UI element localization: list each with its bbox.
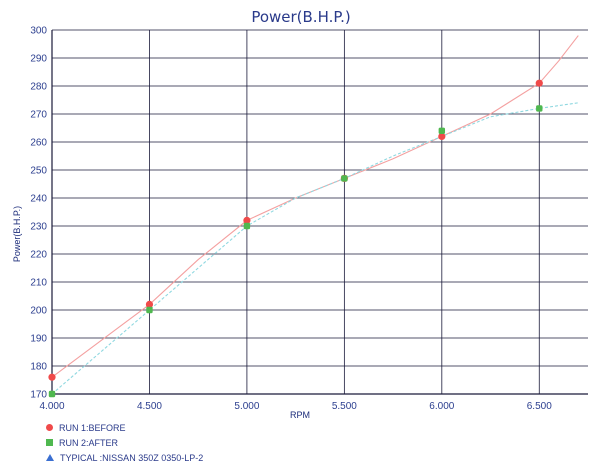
grid <box>51 29 588 395</box>
y-tick-label: 190 <box>30 334 47 345</box>
y-tick-label: 220 <box>30 250 47 261</box>
series-line-2 <box>51 102 579 395</box>
x-tick-label: 4.500 <box>137 401 162 412</box>
legend: RUN 1:BEFORE RUN 2:AFTER TYPICAL :NISSAN… <box>46 420 203 465</box>
series-line-1 <box>51 35 579 378</box>
x-axis-label: RPM <box>290 410 310 420</box>
legend-label-run2: RUN 2:AFTER <box>59 437 119 448</box>
y-tick-labels: 170 180 190 200 210 220 230 240 250 260 270 280 290 3… <box>30 26 47 401</box>
y-tick-label: 290 <box>30 54 47 65</box>
legend-circle-icon <box>46 424 53 431</box>
x-tick-label: 6.500 <box>527 401 552 412</box>
series-markers <box>48 79 543 398</box>
data-point-run2 <box>146 306 153 314</box>
legend-label-run1: RUN 1:BEFORE <box>59 422 126 433</box>
data-point-run2 <box>243 222 251 230</box>
x-tick-label: 4.000 <box>39 401 64 412</box>
y-axis-label: Power(B.H.P.) <box>12 206 22 262</box>
data-point-run1 <box>145 300 154 308</box>
y-tick-label: 260 <box>30 138 47 149</box>
legend-triangle-icon <box>46 454 54 461</box>
data-point-run2 <box>536 105 543 112</box>
y-tick-label: 200 <box>30 306 47 317</box>
data-point-run1 <box>243 216 251 224</box>
legend-item-run1: RUN 1:BEFORE <box>46 420 203 435</box>
y-tick-label: 230 <box>30 222 47 233</box>
x-tick-labels: 4.000 4.500 5.000 5.500 6.000 6.500 <box>39 401 552 412</box>
legend-label-typical: TYPICAL :NISSAN 350Z 0350-LP-2 <box>60 452 204 463</box>
series-curves <box>51 35 579 395</box>
legend-square-icon <box>46 439 53 446</box>
x-tick-label: 5.000 <box>234 401 259 412</box>
y-tick-label: 250 <box>30 166 47 177</box>
y-tick-label: 210 <box>30 278 47 289</box>
y-tick-label: 300 <box>30 26 47 37</box>
data-point-run1 <box>535 79 543 87</box>
data-point-run2 <box>438 127 446 134</box>
chart-title: Power(B.H.P.) <box>251 8 350 26</box>
x-tick-label: 5.500 <box>332 401 357 412</box>
y-tick-label: 270 <box>30 110 47 121</box>
legend-item-typical: TYPICAL :NISSAN 350Z 0350-LP-2 <box>46 450 203 465</box>
data-point-run2 <box>341 175 348 182</box>
data-point-run1 <box>438 132 446 140</box>
y-tick-label: 170 <box>30 390 47 401</box>
y-tick-label: 280 <box>30 82 47 93</box>
legend-item-run2: RUN 2:AFTER <box>46 435 203 450</box>
data-point-run2 <box>48 390 56 398</box>
y-tick-label: 180 <box>30 362 47 373</box>
x-tick-label: 6.000 <box>429 401 454 412</box>
y-tick-label: 240 <box>30 194 47 205</box>
data-point-run1 <box>48 373 56 381</box>
